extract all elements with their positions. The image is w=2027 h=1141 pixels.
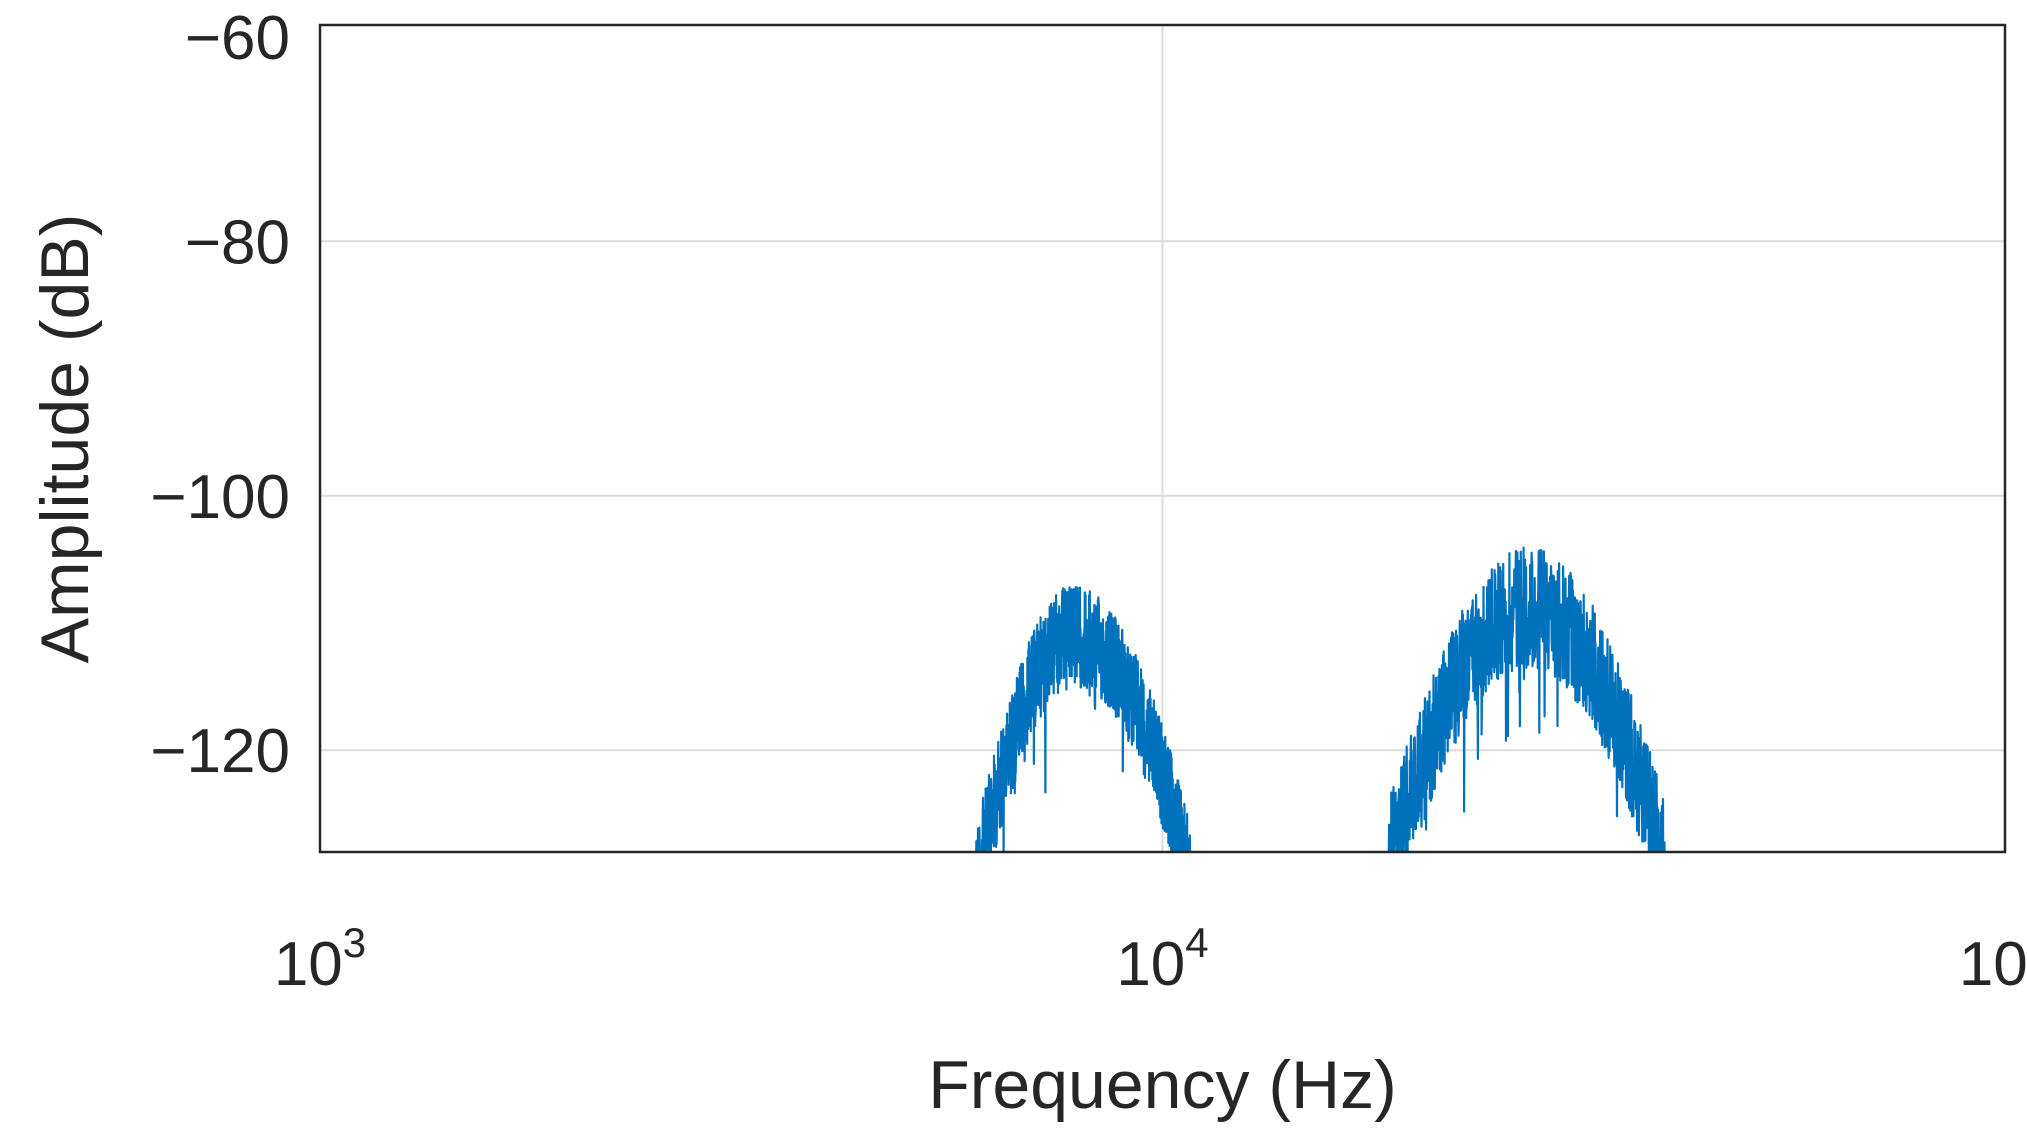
y-tick-label: −120 bbox=[150, 717, 290, 786]
grid-lines bbox=[320, 25, 2005, 852]
y-tick-label: −80 bbox=[185, 208, 290, 277]
y-axis-label: Amplitude (dB) bbox=[27, 214, 103, 664]
y-tick-label: −60 bbox=[185, 4, 290, 73]
spectrum-band-2 bbox=[1387, 546, 1666, 852]
x-tick-label: 104 bbox=[1116, 919, 1208, 999]
x-axis-label: Frequency (Hz) bbox=[928, 1047, 1397, 1123]
x-tick-label: 103 bbox=[274, 919, 366, 999]
y-tick-labels: −60 −80 −100 −120 bbox=[150, 4, 290, 786]
plot-area bbox=[975, 546, 1666, 852]
spectrum-band-1 bbox=[975, 586, 1192, 852]
y-tick-label: −100 bbox=[150, 463, 290, 532]
axes-frame bbox=[318, 23, 2007, 854]
x-tick-labels: 103 104 105 bbox=[274, 919, 2027, 999]
x-tick-label: 105 bbox=[1959, 919, 2027, 999]
